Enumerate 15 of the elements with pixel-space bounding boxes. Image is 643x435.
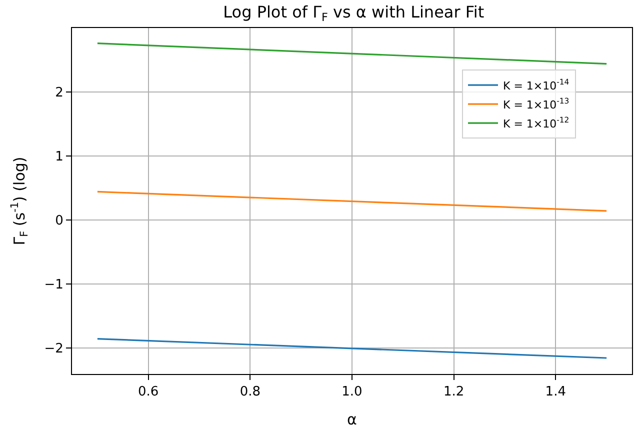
y-tick-label: 2 xyxy=(55,86,64,101)
x-tick-label: 1.0 xyxy=(342,384,362,400)
y-tick-label: −2 xyxy=(44,341,64,356)
legend-label: K = 1×10$^{-13}$ xyxy=(503,96,570,112)
x-tick-label: 0.6 xyxy=(138,384,159,400)
x-axis-title: α xyxy=(347,410,358,429)
chart-title: Log Plot of Γ$_{F}$ vs α with Linear Fit xyxy=(223,2,484,24)
x-tick-label: 1.4 xyxy=(545,384,566,400)
legend-label: K = 1×10$^{-14}$ xyxy=(503,78,570,92)
y-tick-label: 1 xyxy=(55,149,64,164)
y-tick-label: 0 xyxy=(55,213,64,228)
x-tick-label: 1.2 xyxy=(443,384,464,400)
legend-label: K = 1×10$^{-12}$ xyxy=(503,116,570,130)
x-tick-label: 0.8 xyxy=(240,384,261,400)
y-tick-label: −1 xyxy=(44,277,64,292)
